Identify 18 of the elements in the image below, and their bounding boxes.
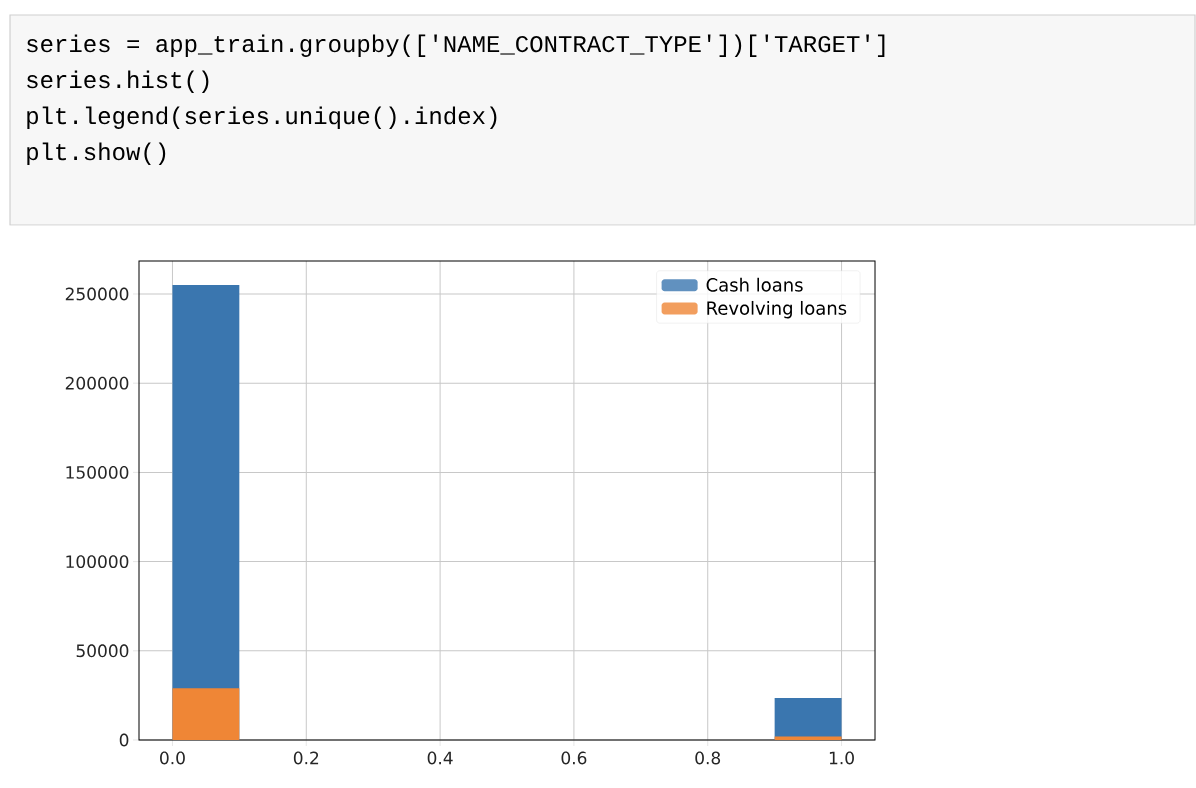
legend-label: Revolving loans xyxy=(707,300,847,319)
y-tick-label: 250000 xyxy=(65,287,129,301)
text: plt.legend(series.unique().index) xyxy=(27,106,497,129)
legend-label: Cash loans xyxy=(706,277,803,292)
y-tick-label: 200000 xyxy=(65,376,129,390)
text: series = app_train.groupby(['NAME_CONTRACT_TYPE'])['TARGET'] xyxy=(27,34,885,57)
x-tick-label: 0.0 xyxy=(160,751,185,765)
y-tick-label: 150000 xyxy=(66,465,129,479)
x-tick-label: 0.6 xyxy=(561,751,587,765)
text: plt.show() xyxy=(27,142,166,165)
text: series.hist() xyxy=(27,70,209,93)
y-tick-label: 100000 xyxy=(66,555,129,569)
x-tick-label: 0.4 xyxy=(427,751,453,765)
y-tick-label: 0 xyxy=(119,733,129,747)
y-tick-label: 50000 xyxy=(76,644,129,658)
x-tick-label: 1.0 xyxy=(829,751,854,765)
x-tick-label: 0.8 xyxy=(695,751,721,765)
x-tick-label: 0.2 xyxy=(293,751,319,765)
